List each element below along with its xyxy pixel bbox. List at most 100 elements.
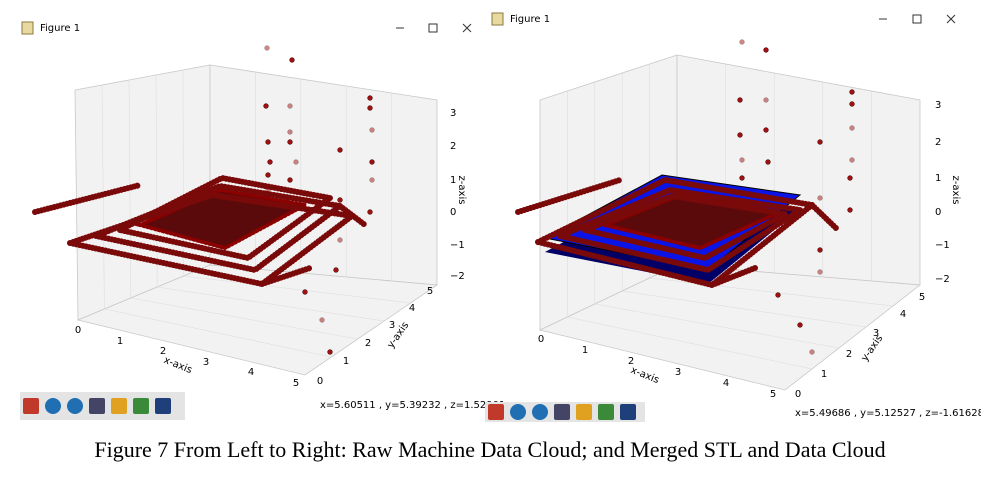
y-ticks-label: 5 [427,286,433,297]
grid-line [567,316,813,370]
data-point [369,177,375,183]
status-coordinates: x=5.60511 , y=5.39232 , z=1.52901 [320,400,505,411]
z-ticks-label: 1 [450,175,456,186]
data-point [337,197,343,203]
window-icon [491,12,504,26]
data-point [817,269,823,275]
toolpath-lead [515,177,623,215]
data-point [367,105,373,111]
z-ticks-label: 2 [935,137,941,148]
y-ticks-label: 3 [873,328,879,339]
toolpath-lead [809,202,841,233]
toolbar-button[interactable] [554,404,570,420]
window-icon [21,21,34,35]
toolbar-button[interactable] [67,398,83,414]
z-label: z-axis [456,176,467,205]
data-point [265,172,271,178]
data-point [287,129,293,135]
window-title: Figure 1 [510,14,550,25]
grid-line [130,297,358,340]
data-point [367,209,373,215]
x-ticks-label: 3 [675,367,681,378]
data-point [367,95,373,101]
grid-line [104,308,332,358]
x-ticks-label: 2 [628,356,634,367]
data-point [817,139,823,145]
y-ticks-label: 0 [317,376,323,387]
close-button[interactable] [946,14,956,24]
toolbar-button[interactable] [111,398,127,414]
toolpath-loop [582,193,788,261]
data-point [287,139,293,145]
data-point [265,187,271,193]
data-point [265,139,271,145]
data-point [739,39,745,45]
window-title: Figure 1 [40,23,80,34]
x-ticks-label: 4 [723,378,729,389]
close-button[interactable] [462,23,472,33]
y-label: y-axis [859,333,885,363]
data-point [739,157,745,163]
data-point [319,317,325,323]
z-ticks-label: 0 [935,207,941,218]
x-ticks-label: 0 [75,325,81,336]
data-point [763,47,769,53]
x-ticks-label: 4 [248,367,254,378]
data-point [849,157,855,163]
toolpath-lead [32,182,143,215]
z-ticks-label: 1 [935,173,941,184]
data-point [302,289,308,295]
toolbar-button[interactable] [155,398,171,414]
caption: Figure 7 From Left to Right: Raw Machine… [94,437,885,462]
z-ticks-label: 3 [450,108,456,119]
x-ticks-label: 1 [582,345,588,356]
data-point [333,267,339,273]
z-ticks-label: −1 [450,240,465,251]
z-ticks-label: 2 [450,141,456,152]
toolbar-button[interactable] [89,398,105,414]
y-ticks-label: 4 [409,303,415,314]
x-ticks-label: 1 [117,336,123,347]
data-point [849,89,855,95]
data-point [817,195,823,201]
z-ticks-label: −2 [935,274,950,285]
toolbar-button[interactable] [620,404,636,420]
z-ticks-label: 3 [935,100,941,111]
maximize-button[interactable] [428,23,438,33]
data-point [775,292,781,298]
data-point [737,97,743,103]
x-ticks-label: 5 [293,378,299,389]
data-point [847,175,853,181]
toolbar-button[interactable] [532,404,548,420]
data-point [289,57,295,63]
data-point [337,147,343,153]
y-ticks-label: 1 [821,369,827,380]
data-point [763,127,769,133]
axis-pane [209,64,438,286]
toolbar-button[interactable] [45,398,61,414]
data-point [267,159,273,165]
data-point [763,97,769,103]
data-point [337,237,343,243]
z-ticks-label: −2 [450,271,465,282]
data-point [293,159,299,165]
toolbar-button[interactable] [23,398,39,414]
data-point [369,159,375,165]
toolbar-button[interactable] [488,404,504,420]
toolbar-button[interactable] [576,404,592,420]
toolbar-button[interactable] [510,404,526,420]
grid-line [622,290,867,328]
data-point [849,125,855,131]
data-point [327,349,333,355]
maximize-button[interactable] [912,14,922,24]
toolbar-button[interactable] [133,398,149,414]
x-ticks-label: 5 [770,389,776,400]
data-point [369,127,375,133]
y-ticks-label: 2 [846,349,852,360]
toolbar-button[interactable] [598,404,614,420]
x-label: x-axis [162,355,194,376]
x-ticks-label: 2 [160,346,166,357]
toolpath-lead [709,265,758,288]
toolpath-lead [337,203,368,228]
